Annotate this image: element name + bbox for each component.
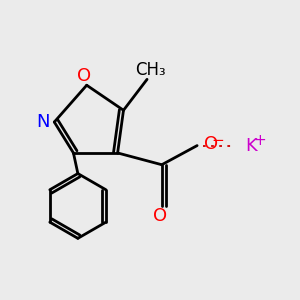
Text: O: O [77, 68, 92, 85]
Text: +: + [254, 133, 266, 148]
Text: O: O [204, 135, 218, 153]
Text: −: − [211, 133, 224, 148]
Text: CH₃: CH₃ [135, 61, 165, 79]
Text: N: N [36, 113, 50, 131]
Text: O: O [153, 207, 167, 225]
Text: K: K [246, 136, 257, 154]
